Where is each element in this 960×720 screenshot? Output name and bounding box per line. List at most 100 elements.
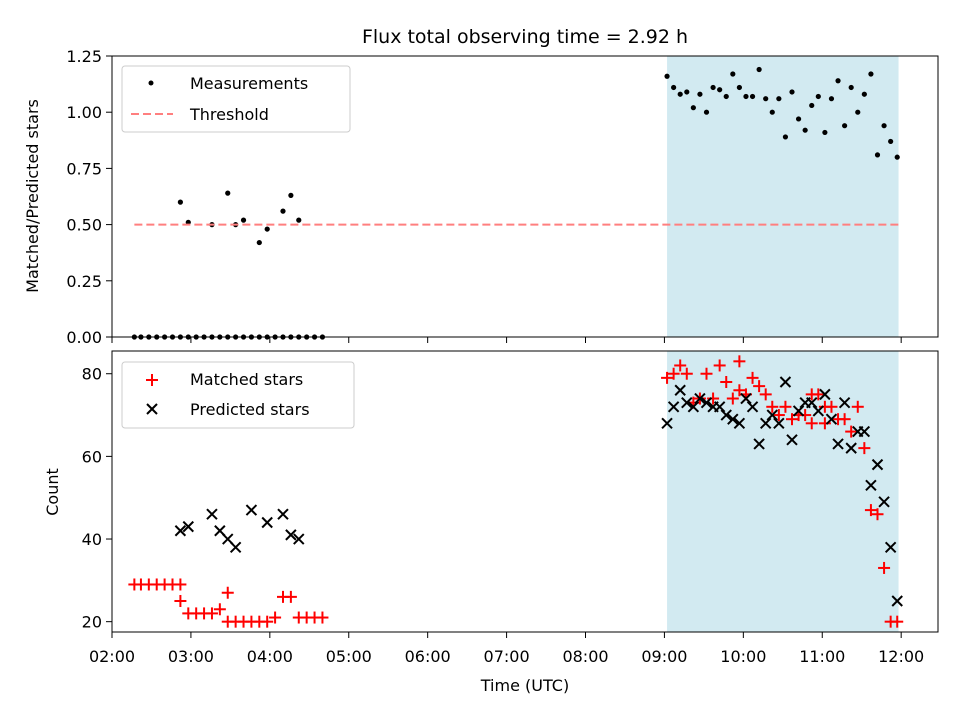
predicted-stars-point xyxy=(245,504,258,516)
predicted-stars-point xyxy=(206,508,218,520)
y-tick-label: 80 xyxy=(82,365,102,384)
predicted-stars-point xyxy=(812,405,825,417)
y-tick-label: 1.00 xyxy=(66,103,102,122)
predicted-stars-point xyxy=(845,442,857,454)
bottom-plot-frame xyxy=(111,350,939,633)
predicted-stars-point xyxy=(773,417,785,430)
predicted-stars-point xyxy=(667,401,680,413)
measurement-point xyxy=(703,109,710,115)
measurement-point xyxy=(677,91,683,97)
x-tick-label: 09:00 xyxy=(641,647,687,666)
matched-stars-point xyxy=(805,417,818,430)
predicted-stars-point xyxy=(727,413,739,425)
predicted-stars-point xyxy=(293,533,305,545)
y-tick-label: 0.25 xyxy=(66,272,102,291)
matched-stars-point xyxy=(261,615,274,628)
measurement-point xyxy=(736,84,742,91)
predicted-stars-point-b xyxy=(838,396,851,409)
predicted-stars-point-b xyxy=(884,541,897,553)
shaded-observation-interval xyxy=(667,351,899,632)
measurement-point xyxy=(177,199,183,205)
legend-threshold-label: Threshold xyxy=(189,105,269,124)
predicted-stars-point-b xyxy=(779,376,792,388)
matched-stars-point xyxy=(674,359,687,372)
measurement-point xyxy=(288,192,294,198)
predicted-stars-point-b xyxy=(819,388,831,401)
predicted-stars-point-b xyxy=(871,458,884,471)
predicted-stars-point xyxy=(878,496,890,508)
measurement-point xyxy=(690,105,696,111)
measurement-point xyxy=(769,109,775,115)
predicted-stars-point xyxy=(858,425,871,438)
predicted-stars-point-b xyxy=(222,533,234,545)
predicted-stars-point-b xyxy=(753,438,765,450)
matched-stars-point xyxy=(766,400,779,413)
top-legend-box xyxy=(121,65,351,133)
matched-stars-point xyxy=(720,375,733,388)
measurement-point xyxy=(240,217,247,223)
x-tick-label: 10:00 xyxy=(720,647,766,666)
legend-measurements-label: Measurements xyxy=(190,74,308,93)
predicted-stars-point-b xyxy=(206,508,218,520)
predicted-stars-point xyxy=(786,434,798,446)
predicted-stars-point xyxy=(694,392,706,405)
predicted-stars-point xyxy=(285,529,297,541)
predicted-stars-point-b xyxy=(293,533,305,545)
matched-stars-point xyxy=(759,388,772,401)
measurement-point xyxy=(894,154,900,160)
x-tick-label: 06:00 xyxy=(405,647,451,666)
predicted-stars-point-b xyxy=(285,529,297,541)
predicted-stars-point xyxy=(884,541,897,553)
measurement-point xyxy=(868,71,874,77)
measurement-point xyxy=(802,127,808,133)
top-y-axis-label: Matched/Predicted stars xyxy=(23,99,42,293)
bottom-y-axis-label: Count xyxy=(43,468,62,516)
predicted-stars-point xyxy=(740,392,752,405)
predicted-stars-point-b xyxy=(720,409,732,421)
predicted-stars-point-b xyxy=(858,425,871,438)
y-tick-label: 1.25 xyxy=(66,47,102,66)
predicted-stars-point xyxy=(261,516,273,529)
x-tick-label: 04:00 xyxy=(247,647,293,666)
predicted-stars-point xyxy=(819,388,831,401)
predicted-stars-point xyxy=(174,525,187,537)
predicted-stars-point xyxy=(865,479,877,492)
matched-stars-point xyxy=(707,392,720,405)
predicted-stars-point-b xyxy=(832,438,844,450)
shaded-observation-interval xyxy=(667,56,899,337)
predicted-stars-point xyxy=(825,413,838,425)
matched-stars-point xyxy=(818,400,831,413)
matched-stars-point xyxy=(733,355,746,368)
measurement-point xyxy=(256,239,262,246)
measurement-point xyxy=(822,129,828,136)
measurement-point xyxy=(874,152,881,158)
matched-stars-point xyxy=(316,611,329,624)
matched-stars-point xyxy=(871,508,884,521)
bottom-legend-box xyxy=(121,361,355,429)
matched-stars-point xyxy=(713,359,726,372)
matched-stars-point xyxy=(174,578,187,591)
legend-predicted-marker xyxy=(146,403,158,415)
predicted-stars-point-b xyxy=(812,405,825,417)
predicted-stars-point xyxy=(700,396,713,409)
predicted-stars-point-b xyxy=(694,392,706,405)
predicted-stars-point-b xyxy=(865,479,877,492)
measurement-point xyxy=(842,123,848,129)
measurement-point xyxy=(684,89,690,95)
matched-stars-point xyxy=(772,409,785,422)
matched-stars-point xyxy=(838,413,851,426)
predicted-stars-point-b xyxy=(733,417,746,430)
measurement-point xyxy=(296,217,302,223)
legend-predicted-label: Predicted stars xyxy=(190,400,310,419)
y-tick-label: 0.00 xyxy=(66,328,102,347)
measurement-point xyxy=(717,87,723,93)
x-tick-label: 05:00 xyxy=(326,647,372,666)
bottom-panel: 20 40 60 80 02:00 03:00 04:00 05:00 06:00 07:00 08… xyxy=(43,350,939,695)
predicted-stars-point-b xyxy=(229,541,242,553)
matched-stars-point xyxy=(726,392,739,405)
predicted-stars-point-b xyxy=(740,392,752,405)
matched-stars-point xyxy=(878,561,891,574)
measurement-point xyxy=(743,93,749,100)
matched-stars-point xyxy=(213,603,226,616)
predicted-stars-point xyxy=(733,417,746,430)
